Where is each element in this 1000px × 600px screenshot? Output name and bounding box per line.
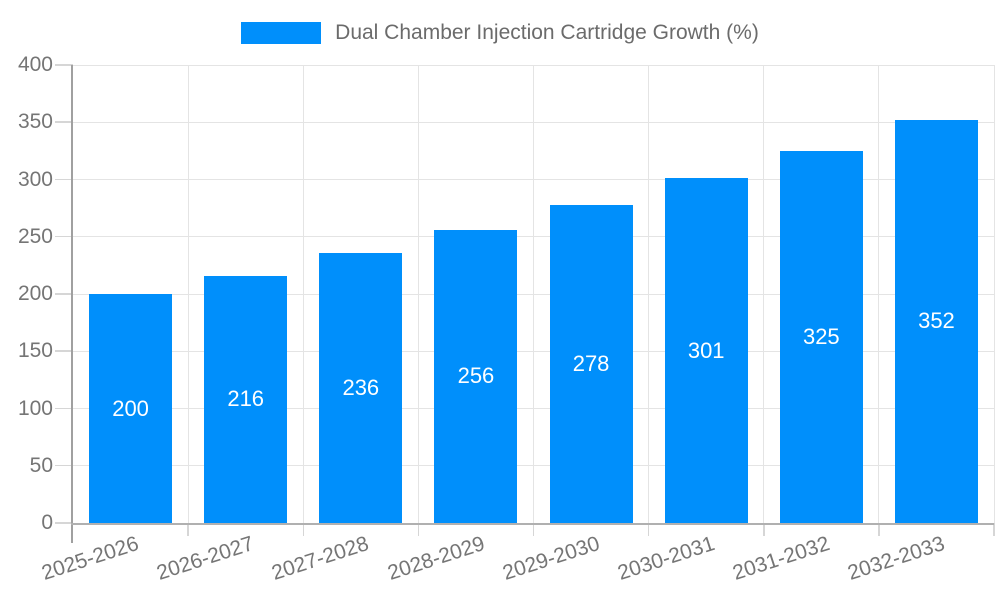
gridline-vertical — [187, 65, 189, 523]
legend-label[interactable]: Dual Chamber Injection Cartridge Growth … — [335, 21, 759, 44]
y-tick-label: 50 — [29, 453, 53, 477]
bar-value-label: 200 — [112, 395, 149, 421]
y-axis-tick — [55, 178, 73, 180]
gridline-vertical — [533, 65, 534, 523]
y-tick-label: 250 — [17, 224, 53, 248]
x-tick-label: 2026-2027 — [154, 532, 257, 585]
x-tick-label: 2032-2033 — [844, 532, 948, 585]
x-axis-tick — [417, 523, 420, 536]
y-axis-tick — [55, 350, 73, 352]
bar-2028-2029[interactable]: 256 — [434, 229, 518, 523]
x-tick-label: 2031-2032 — [729, 532, 833, 585]
x-tick-label: 2030-2031 — [614, 532, 718, 585]
legend: Dual Chamber Injection Cartridge Growth … — [0, 19, 1000, 46]
bar-2025-2026[interactable]: 200 — [89, 294, 173, 523]
y-tick-label: 300 — [17, 167, 53, 191]
bar-2029-2030[interactable]: 278 — [549, 204, 633, 523]
x-tick-label: 2025-2026 — [39, 532, 142, 585]
y-tick-label: 0 — [41, 511, 53, 534]
bar-value-label: 256 — [457, 363, 495, 389]
y-axis-tick — [55, 121, 73, 123]
x-axis-tick — [532, 523, 535, 536]
bar-value-label: 301 — [687, 337, 725, 363]
x-axis-tick — [763, 523, 765, 536]
x-axis-tick — [302, 523, 304, 536]
x-axis-tick — [878, 523, 880, 536]
bar-value-label: 325 — [802, 323, 840, 349]
y-axis-tick — [55, 464, 73, 467]
x-tick-label: 2027-2028 — [269, 532, 372, 585]
bar-value-label: 278 — [572, 350, 610, 376]
y-axis-tick — [55, 293, 73, 295]
bar-2026-2027[interactable]: 216 — [204, 275, 288, 523]
y-tick-label: 400 — [17, 53, 53, 76]
gridline-vertical — [417, 65, 419, 523]
bar-value-label: 216 — [227, 386, 265, 412]
bar-2027-2028[interactable]: 236 — [319, 252, 403, 523]
x-tick-label: 2029-2030 — [499, 532, 603, 585]
legend-swatch-icon[interactable] — [241, 21, 322, 44]
x-axis-tick — [647, 523, 650, 536]
x-axis-tick — [993, 523, 995, 536]
y-tick-label: 100 — [17, 396, 53, 420]
plot-area: 0 50 100 150 200 250 300 350 400 200 2025-2026 216 2… — [18, 53, 995, 585]
gridline-vertical — [302, 65, 304, 523]
y-tick-label: 350 — [17, 110, 53, 134]
y-tick-label: 200 — [17, 282, 53, 305]
y-axis-tick — [55, 235, 73, 238]
y-axis-tick — [55, 64, 73, 66]
bar-2030-2031[interactable]: 301 — [664, 178, 748, 523]
gridline-vertical — [763, 65, 765, 523]
y-axis-tick — [55, 522, 73, 524]
y-tick-label: 150 — [17, 339, 53, 363]
gridline-vertical — [993, 65, 995, 523]
gridline-vertical — [648, 65, 650, 523]
bar-value-label: 352 — [918, 308, 955, 334]
x-tick-label: 2028-2029 — [384, 532, 488, 585]
bar-2032-2033[interactable]: 352 — [894, 119, 978, 523]
y-axis-line — [71, 65, 73, 543]
x-axis-line — [71, 523, 994, 525]
x-axis-tick — [187, 523, 189, 536]
bar-value-label: 236 — [342, 374, 380, 400]
gridline-vertical — [878, 65, 880, 523]
y-axis-tick — [55, 407, 73, 409]
bar-2031-2032[interactable]: 325 — [779, 150, 863, 523]
